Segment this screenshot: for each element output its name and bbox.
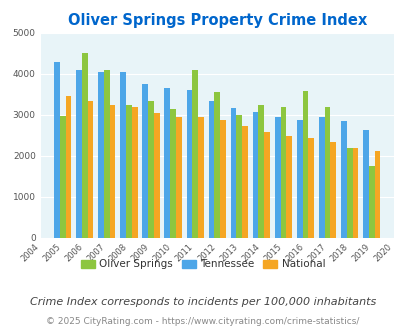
Bar xyxy=(65,96,71,238)
Bar xyxy=(302,91,308,238)
Bar xyxy=(214,92,220,238)
Bar xyxy=(208,101,214,238)
Bar xyxy=(60,115,65,238)
Bar xyxy=(192,70,198,238)
Text: Crime Index corresponds to incidents per 100,000 inhabitants: Crime Index corresponds to incidents per… xyxy=(30,297,375,307)
Bar xyxy=(120,72,126,238)
Bar xyxy=(186,90,192,238)
Bar xyxy=(76,70,82,238)
Bar xyxy=(286,136,291,238)
Bar xyxy=(164,88,170,238)
Bar xyxy=(368,166,374,238)
Bar xyxy=(87,101,93,238)
Bar xyxy=(340,121,346,238)
Legend: Oliver Springs, Tennessee, National: Oliver Springs, Tennessee, National xyxy=(77,255,328,274)
Bar xyxy=(175,117,181,238)
Bar xyxy=(153,113,159,238)
Bar xyxy=(241,126,247,238)
Bar xyxy=(98,72,104,238)
Bar xyxy=(132,107,137,238)
Bar xyxy=(296,120,302,238)
Bar xyxy=(252,113,258,238)
Bar xyxy=(352,148,357,238)
Title: Oliver Springs Property Crime Index: Oliver Springs Property Crime Index xyxy=(67,13,366,28)
Bar xyxy=(148,101,153,238)
Bar xyxy=(280,107,286,238)
Bar xyxy=(104,70,109,238)
Bar xyxy=(346,148,352,238)
Bar xyxy=(236,115,241,238)
Bar xyxy=(170,109,175,238)
Bar xyxy=(230,108,236,238)
Bar xyxy=(258,105,264,238)
Bar xyxy=(308,138,313,238)
Bar xyxy=(274,117,280,238)
Bar xyxy=(198,117,203,238)
Text: © 2025 CityRating.com - https://www.cityrating.com/crime-statistics/: © 2025 CityRating.com - https://www.city… xyxy=(46,317,359,326)
Bar xyxy=(264,132,269,238)
Bar xyxy=(142,84,148,238)
Bar xyxy=(318,117,324,238)
Bar xyxy=(126,105,132,238)
Bar xyxy=(54,62,60,238)
Bar xyxy=(374,151,379,238)
Bar xyxy=(362,130,368,238)
Bar xyxy=(330,142,335,238)
Bar xyxy=(324,107,330,238)
Bar xyxy=(220,120,225,238)
Bar xyxy=(82,53,87,238)
Bar xyxy=(109,105,115,238)
